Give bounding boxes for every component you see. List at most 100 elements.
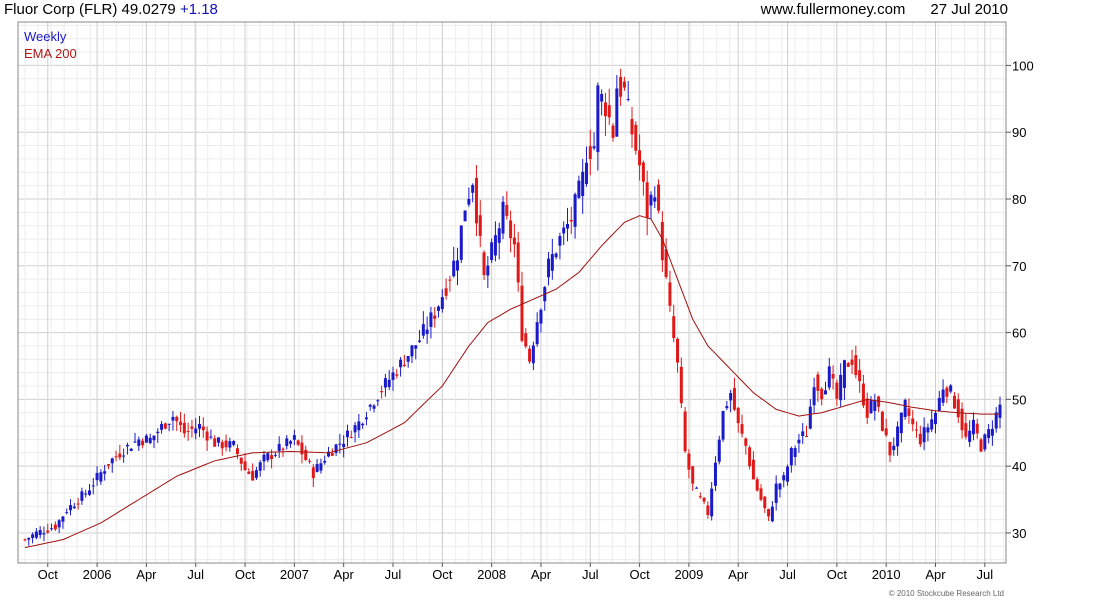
candle-body <box>296 440 300 445</box>
candle-body <box>660 221 664 261</box>
candle-body <box>383 378 387 388</box>
candle-body <box>732 388 736 410</box>
candle-body <box>683 411 687 452</box>
candle-body <box>376 400 380 402</box>
candle-body <box>391 372 395 381</box>
candle-body <box>182 422 186 434</box>
x-tick-label: 2007 <box>280 567 309 582</box>
x-tick-label: 2006 <box>83 567 112 582</box>
candle-body <box>657 184 661 211</box>
x-tick-label: Jul <box>582 567 599 582</box>
candle-body <box>31 534 35 538</box>
candle-body <box>823 390 827 395</box>
candle-body <box>691 466 695 484</box>
candle-body <box>820 388 824 400</box>
candle-body <box>638 150 642 166</box>
candle-body <box>399 359 403 368</box>
chart-date: 27 Jul 2010 <box>930 1 1008 18</box>
candle-body <box>201 426 205 431</box>
candle-body <box>493 235 497 256</box>
candle-body <box>353 425 357 433</box>
candle-body <box>854 355 858 376</box>
candle-body <box>577 180 581 198</box>
candle-body <box>827 366 831 388</box>
candle-body <box>512 237 516 245</box>
candle-body <box>122 455 126 457</box>
candle-body <box>842 360 846 388</box>
candle-body <box>884 428 888 436</box>
plot-border <box>17 21 1007 564</box>
candle-body <box>717 439 721 462</box>
chart-title: Fluor Corp (FLR) 49.0279 +1.18 <box>4 1 218 18</box>
candle-body <box>273 454 277 456</box>
candle-body <box>243 461 247 471</box>
x-tick-label: Jul <box>779 567 796 582</box>
candlestick-series <box>23 68 1002 546</box>
candle-body <box>406 356 410 362</box>
candle-body <box>710 488 714 517</box>
y-tick-label: 100 <box>1012 58 1034 73</box>
candle-body <box>535 322 539 345</box>
candle-body <box>941 389 945 403</box>
candle-body <box>380 391 384 393</box>
candle-body <box>835 382 839 399</box>
candle-body <box>292 435 296 440</box>
candle-body <box>706 505 710 515</box>
candle-body <box>531 345 535 364</box>
candle-body <box>330 452 334 456</box>
candle-body <box>281 448 285 450</box>
candle-body <box>425 329 429 334</box>
candle-body <box>789 447 793 466</box>
candle-body <box>793 448 797 457</box>
x-tick-label: 2010 <box>872 567 901 582</box>
candle-body <box>896 426 900 447</box>
y-tick-label: 50 <box>1012 392 1026 407</box>
candle-body <box>175 416 179 422</box>
candle-body <box>266 453 270 461</box>
candle-body <box>46 530 50 533</box>
candle-body <box>323 460 327 463</box>
candle-body <box>395 374 399 376</box>
candle-body <box>414 345 418 349</box>
candle-body <box>38 530 42 536</box>
candle-body <box>622 81 626 88</box>
candle-body <box>308 460 312 462</box>
candle-body <box>110 458 114 464</box>
candle-body <box>459 225 463 260</box>
candle-body <box>937 397 941 411</box>
candle-body <box>653 197 657 202</box>
chart-grid <box>18 22 1006 563</box>
candle-body <box>156 431 160 434</box>
candle-body <box>433 315 437 319</box>
candle-body <box>216 437 220 443</box>
candle-body <box>471 185 475 193</box>
candle-body <box>592 146 596 149</box>
candle-body <box>831 374 835 379</box>
candle-body <box>448 279 452 281</box>
candle-body <box>239 457 243 464</box>
candle-body <box>679 366 683 404</box>
candle-body <box>497 228 501 243</box>
candle-body <box>163 423 167 429</box>
candle-body <box>956 399 960 418</box>
candle-body <box>664 249 668 277</box>
candle-body <box>125 444 129 447</box>
candle-body <box>65 512 69 514</box>
candle-body <box>934 412 938 425</box>
candle-body <box>42 533 46 535</box>
candle-body <box>440 297 444 310</box>
x-tick-label: Oct <box>38 567 59 582</box>
candle-body <box>167 423 171 425</box>
candle-body <box>520 285 524 341</box>
candle-body <box>729 393 733 401</box>
candle-body <box>922 427 926 443</box>
candle-body <box>232 441 236 445</box>
source-site: www.fullermoney.com <box>760 1 906 18</box>
legend-period: Weekly <box>24 29 67 44</box>
y-tick-label: 70 <box>1012 259 1026 274</box>
candle-body <box>763 496 767 509</box>
candle-body <box>84 493 88 495</box>
copyright-credit: © 2010 Stockcube Research Ltd <box>888 589 1004 598</box>
candle-body <box>584 162 588 184</box>
candle-body <box>474 177 478 224</box>
